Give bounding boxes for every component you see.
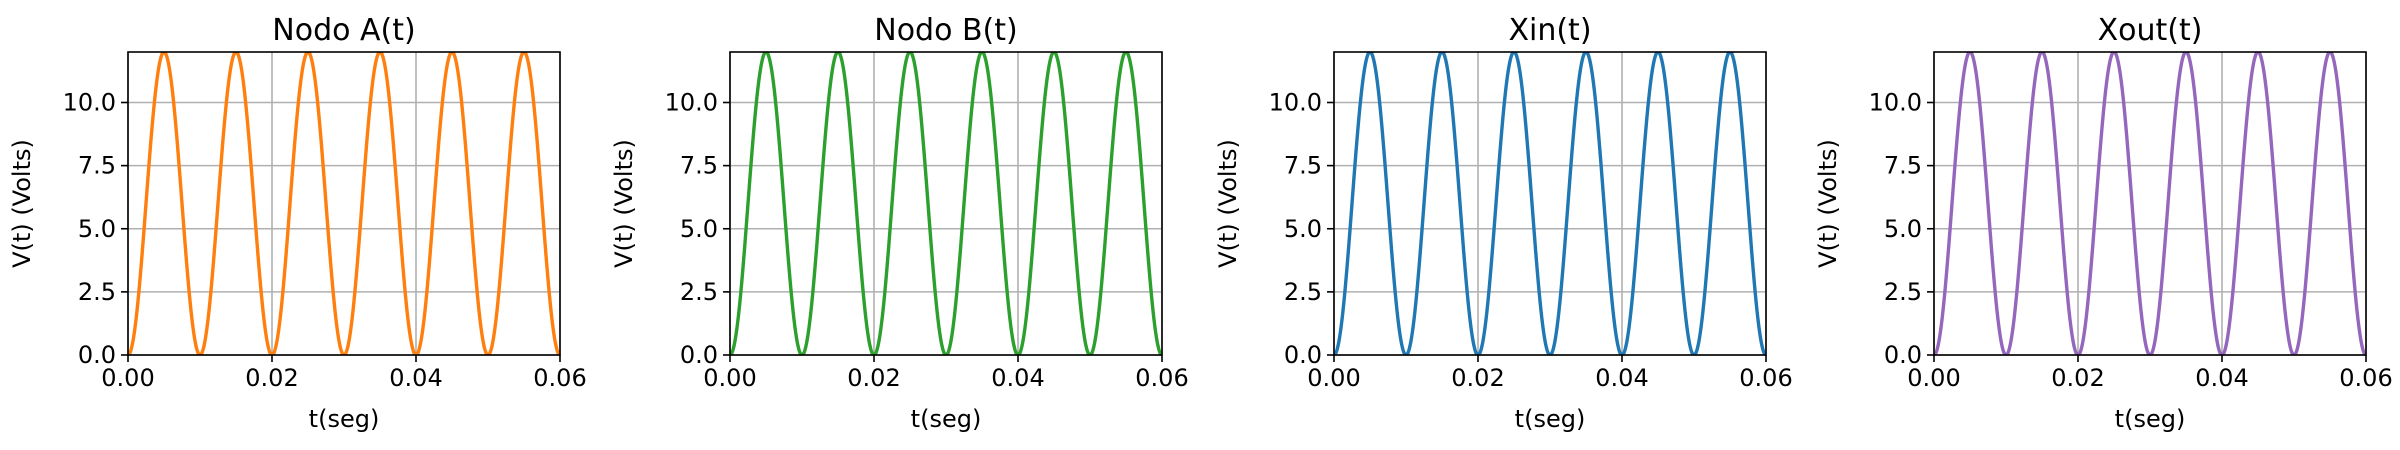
y-tick-label: 0.0 [680, 341, 718, 369]
y-axis-label: V(t) (Volts) [1814, 139, 1842, 268]
axes-frame [1933, 51, 2367, 356]
x-tick-label: 0.04 [389, 364, 442, 392]
x-tick-label: 0.06 [1739, 364, 1792, 392]
x-tick-label: 0.04 [1595, 364, 1648, 392]
x-tick-label: 0.02 [245, 364, 298, 392]
chart-title: Xin(t) [1508, 13, 1591, 48]
y-tick-label: 2.5 [1884, 278, 1922, 306]
y-tick-label: 10.0 [665, 89, 718, 117]
y-tick-label: 5.0 [1884, 215, 1922, 243]
y-tick-label: 5.0 [78, 215, 116, 243]
series-line [1334, 52, 1766, 355]
x-tick-label: 0.06 [1135, 364, 1188, 392]
x-axis-label: t(seg) [1515, 405, 1586, 433]
chart-title: Xout(t) [2098, 13, 2203, 48]
y-tick-label: 2.5 [78, 278, 116, 306]
chart-panel-1: 0.00 0.02 0.04 0.06 0.0 2.5 5.0 7.5 10.0 Nodo A(t… [8, 13, 587, 433]
chart-panel-2: 0.00 0.02 0.04 0.06 0.0 2.5 5.0 7.5 10.0 Nodo B(t… [610, 13, 1189, 433]
x-tick-label: 0.02 [847, 364, 900, 392]
series-line [1934, 52, 2366, 355]
axes-frame [1333, 51, 1767, 356]
y-axis-label: V(t) (Volts) [8, 139, 36, 268]
y-tick-label: 2.5 [1284, 278, 1322, 306]
x-tick-label: 0.04 [991, 364, 1044, 392]
axes-frame [729, 51, 1163, 356]
chart-title: Nodo A(t) [272, 13, 415, 48]
y-tick-label: 10.0 [1269, 89, 1322, 117]
x-tick-label: 0.00 [1307, 364, 1360, 392]
x-tick-label: 0.02 [1451, 364, 1504, 392]
chart-title: Nodo B(t) [874, 13, 1017, 48]
y-tick-label: 5.0 [1284, 215, 1322, 243]
x-axis-label: t(seg) [309, 405, 380, 433]
x-tick-label: 0.02 [2051, 364, 2104, 392]
x-tick-label: 0.00 [703, 364, 756, 392]
x-tick-label: 0.00 [1907, 364, 1960, 392]
x-tick-label: 0.06 [533, 364, 586, 392]
y-tick-label: 7.5 [1284, 152, 1322, 180]
chart-panel-3: 0.00 0.02 0.04 0.06 0.0 2.5 5.0 7.5 10.0 Xin(t) t(… [1214, 13, 1793, 433]
y-tick-label: 7.5 [78, 152, 116, 180]
chart-panel-4: 0.00 0.02 0.04 0.06 0.0 2.5 5.0 7.5 10.0 Xout(t) t… [1814, 13, 2393, 433]
y-tick-label: 10.0 [1869, 89, 1922, 117]
y-tick-label: 0.0 [78, 341, 116, 369]
y-axis-label: V(t) (Volts) [1214, 139, 1242, 268]
y-axis-label: V(t) (Volts) [610, 139, 638, 268]
y-tick-label: 7.5 [1884, 152, 1922, 180]
x-tick-label: 0.06 [2339, 364, 2392, 392]
series-line [730, 52, 1162, 355]
x-axis-label: t(seg) [2115, 405, 2186, 433]
x-tick-label: 0.00 [101, 364, 154, 392]
series-line [128, 52, 560, 355]
y-tick-label: 0.0 [1284, 341, 1322, 369]
x-tick-label: 0.04 [2195, 364, 2248, 392]
y-tick-label: 0.0 [1884, 341, 1922, 369]
x-axis-label: t(seg) [911, 405, 982, 433]
y-tick-label: 10.0 [63, 89, 116, 117]
axes-frame [127, 51, 561, 356]
y-tick-label: 7.5 [680, 152, 718, 180]
y-tick-label: 2.5 [680, 278, 718, 306]
y-tick-label: 5.0 [680, 215, 718, 243]
